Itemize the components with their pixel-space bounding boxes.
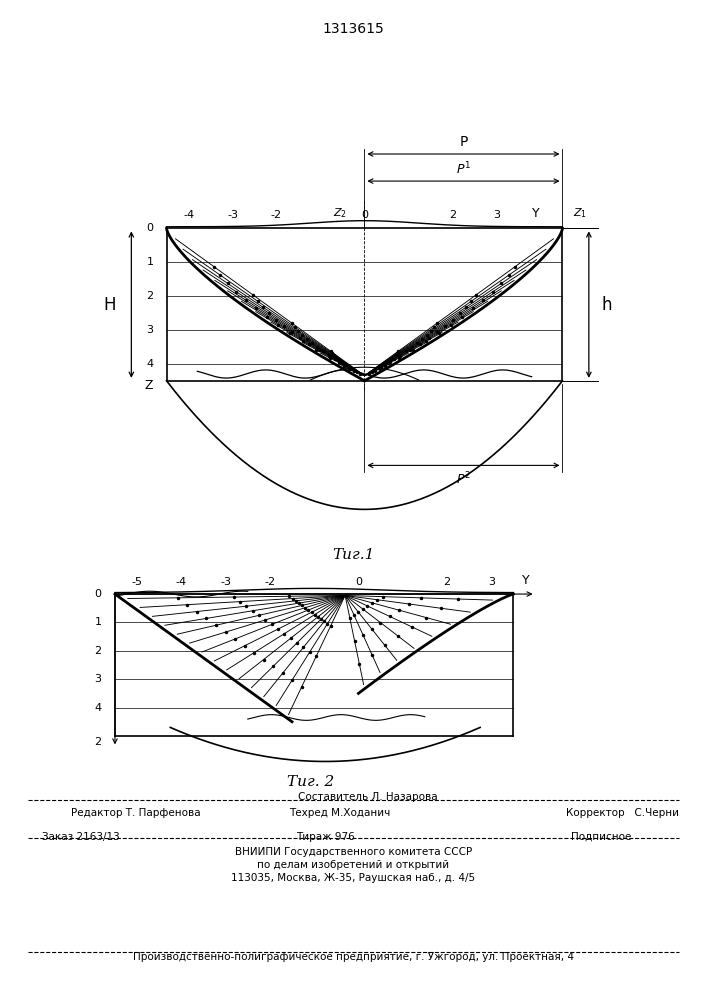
Text: -4: -4 bbox=[183, 210, 194, 220]
Text: 3: 3 bbox=[146, 325, 153, 335]
Text: 1: 1 bbox=[146, 257, 153, 267]
Text: 1: 1 bbox=[95, 617, 102, 627]
Text: -2: -2 bbox=[271, 210, 282, 220]
Text: -2: -2 bbox=[264, 577, 276, 587]
Text: 0: 0 bbox=[95, 589, 102, 599]
Text: Тираж 976: Тираж 976 bbox=[296, 832, 355, 842]
Text: -5: -5 bbox=[132, 577, 143, 587]
Text: $Z_2$: $Z_2$ bbox=[333, 206, 347, 220]
Text: $Z_1$: $Z_1$ bbox=[573, 206, 588, 220]
Text: 4: 4 bbox=[146, 359, 153, 369]
Text: Заказ 2163/13: Заказ 2163/13 bbox=[42, 832, 120, 842]
Text: Производственно-полиграфическое предприятие, г. Ужгород, ул. Проектная, 4: Производственно-полиграфическое предприя… bbox=[133, 952, 574, 962]
Text: 4: 4 bbox=[95, 703, 102, 713]
Text: 2: 2 bbox=[95, 646, 102, 656]
Text: 0: 0 bbox=[146, 223, 153, 233]
Text: 1313615: 1313615 bbox=[322, 22, 385, 36]
Text: по делам изобретений и открытий: по делам изобретений и открытий bbox=[257, 860, 450, 870]
Text: 113035, Москва, Ж-35, Раушская наб., д. 4/5: 113035, Москва, Ж-35, Раушская наб., д. … bbox=[231, 873, 476, 883]
Text: H: H bbox=[103, 296, 116, 314]
Text: ВНИИПИ Государственного комитета СССР: ВНИИПИ Государственного комитета СССР bbox=[235, 847, 472, 857]
Text: 0: 0 bbox=[355, 577, 362, 587]
Text: $P^2$: $P^2$ bbox=[456, 470, 471, 487]
Text: 3: 3 bbox=[493, 210, 500, 220]
Text: 2: 2 bbox=[449, 210, 456, 220]
Text: Подписное: Подписное bbox=[571, 832, 631, 842]
Text: 2: 2 bbox=[95, 737, 102, 747]
Text: Y: Y bbox=[532, 207, 540, 220]
Text: 3: 3 bbox=[488, 577, 495, 587]
Text: Y: Y bbox=[522, 574, 530, 587]
Text: Τиг.1: Τиг.1 bbox=[332, 548, 375, 562]
Text: 2: 2 bbox=[146, 291, 153, 301]
Text: Составитель Л. Назарова: Составитель Л. Назарова bbox=[298, 792, 438, 802]
Text: $P^1$: $P^1$ bbox=[456, 160, 471, 177]
Text: Техред М.Ходанич: Техред М.Ходанич bbox=[288, 808, 390, 818]
Text: -3: -3 bbox=[220, 577, 231, 587]
Text: 3: 3 bbox=[95, 674, 102, 684]
Text: 2: 2 bbox=[443, 577, 450, 587]
Text: Τиг. 2: Τиг. 2 bbox=[288, 775, 334, 789]
Text: -3: -3 bbox=[227, 210, 238, 220]
Text: 0: 0 bbox=[361, 210, 368, 220]
Text: h: h bbox=[601, 296, 612, 314]
Text: -4: -4 bbox=[176, 577, 187, 587]
Text: Z: Z bbox=[145, 379, 153, 392]
Text: P: P bbox=[460, 135, 467, 149]
Text: Редактор Т. Парфенова: Редактор Т. Парфенова bbox=[71, 808, 200, 818]
Text: Корректор   С.Черни: Корректор С.Черни bbox=[566, 808, 679, 818]
